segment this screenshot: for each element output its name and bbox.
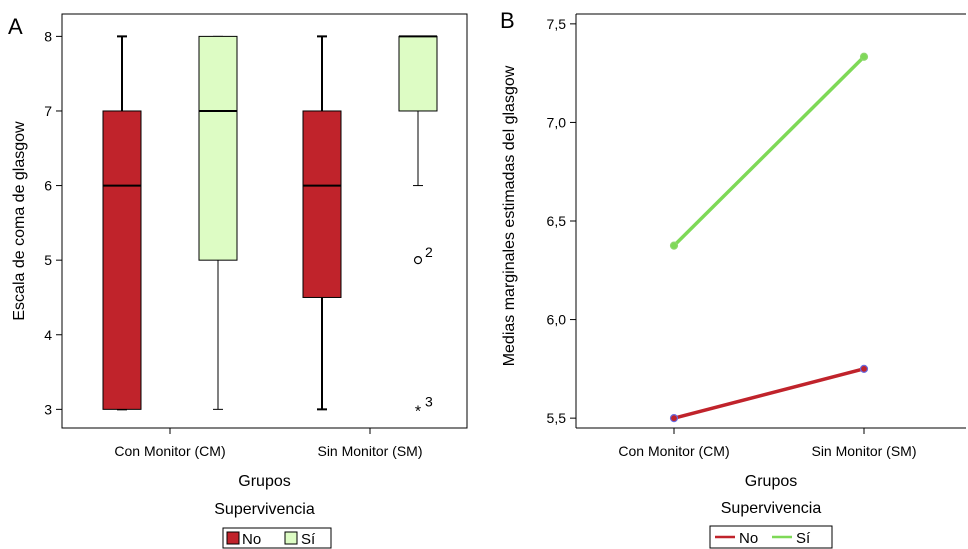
data-point-no (859, 364, 869, 373)
x-tick-label: Sin Monitor (SM) (317, 443, 422, 459)
panel-a: A 3 4 5 6 7 8 Con Monitor (CM) Sin Monitor (SM) 2… (8, 13, 468, 549)
x-tick-label: Sin Monitor (SM) (811, 443, 916, 459)
box-no (102, 110, 142, 410)
legend-label-si: Sí (796, 530, 811, 547)
legend-title: Supervivencia (214, 501, 315, 518)
outlier-label: 3 (425, 393, 433, 409)
y-tick-label: 6 (44, 178, 52, 194)
legend-box (709, 525, 833, 549)
plot-frame (61, 13, 468, 429)
y-tick-label: 5,5 (547, 410, 567, 426)
box-no (302, 110, 342, 298)
series-line-si (672, 55, 866, 247)
panel-label-a: A (8, 14, 23, 39)
y-tick-label: 4 (44, 327, 52, 343)
y-tick-label: 7,5 (547, 16, 567, 32)
y-axis-title: Escala de coma de glasgow (11, 121, 28, 321)
legend-swatch-si (284, 531, 298, 545)
panel-label-b: B (500, 8, 515, 33)
y-tick-label: 7,0 (547, 114, 567, 130)
y-tick-label: 3 (44, 401, 52, 417)
data-point-no (669, 414, 679, 423)
y-tick-label: 5 (44, 252, 52, 268)
series-line-no (673, 367, 865, 420)
data-point-si (669, 241, 679, 250)
legend-label-no: No (242, 531, 261, 548)
legend-label-si: Sí (301, 531, 316, 548)
data-point-si (859, 52, 869, 61)
x-axis-title: Grupos (238, 473, 290, 490)
x-tick-label: Con Monitor (CM) (114, 443, 225, 459)
outlier-star: * (415, 403, 421, 420)
box-si (198, 35, 238, 261)
x-axis-title: Grupos (745, 473, 797, 490)
y-tick-label: 6,0 (547, 312, 567, 328)
outlier-label: 2 (425, 244, 433, 260)
legend-label-no: No (739, 530, 758, 547)
y-tick-label: 7 (44, 103, 52, 119)
outlier-circle (413, 256, 423, 265)
panel-b: B 5,5 6,0 6,5 7,0 7,5 Con Monitor (CM) Sin Moni… (500, 8, 966, 549)
box-si (398, 35, 438, 112)
legend-swatch-no (226, 531, 240, 545)
y-axis-title: Medias marginales estimadas del glasgow (501, 65, 518, 366)
legend-title: Supervivencia (721, 500, 822, 517)
y-tick-label: 8 (44, 28, 52, 44)
legend-box (222, 527, 332, 549)
y-tick-label: 6,5 (547, 213, 567, 229)
x-tick-label: Con Monitor (CM) (618, 443, 729, 459)
